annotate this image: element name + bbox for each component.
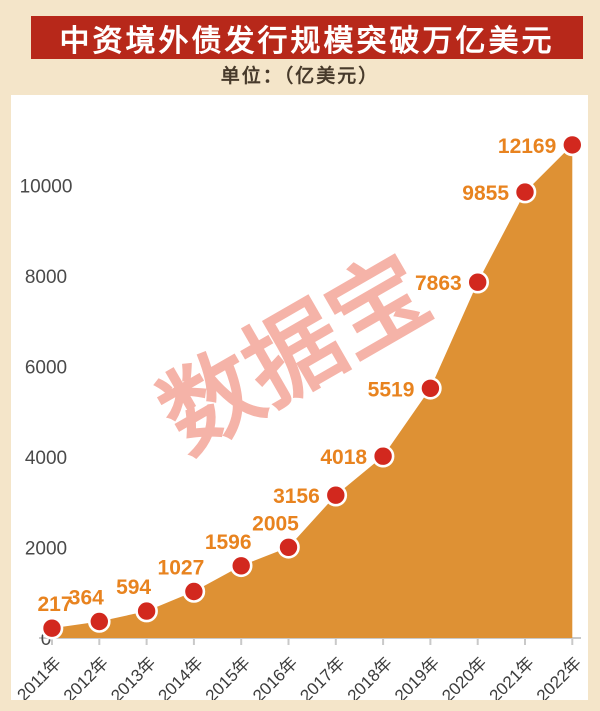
data-point <box>466 270 490 294</box>
y-axis-label: 0 <box>41 629 52 650</box>
unit-label: 单位：（亿美元） <box>220 66 380 87</box>
data-point-value-label: 12169 <box>498 135 556 158</box>
x-axis-label: 2018年 <box>344 653 396 700</box>
x-axis-label: 2012年 <box>60 653 112 700</box>
x-axis-label: 2016年 <box>249 653 301 700</box>
data-point-value-label: 3156 <box>273 485 320 508</box>
data-point-value-label: 9855 <box>462 182 509 205</box>
data-point <box>560 133 584 157</box>
data-point <box>182 580 206 603</box>
y-axis-label: 8000 <box>25 267 67 288</box>
area-fill <box>52 144 573 638</box>
page-title: 中资境外债发行规模突破万亿美元 <box>59 24 555 58</box>
x-axis-label: 2013年 <box>107 653 159 700</box>
data-point-value-label: 594 <box>116 576 151 599</box>
data-point-value-label: 1027 <box>158 557 205 580</box>
x-axis-label: 2019年 <box>391 653 443 700</box>
x-axis-label: 2017年 <box>296 653 348 700</box>
x-axis-label: 2015年 <box>202 653 254 700</box>
data-point-value-label: 2005 <box>252 512 299 535</box>
y-axis-label: 10000 <box>20 177 73 198</box>
x-axis-label: 2022年 <box>533 653 585 700</box>
x-axis-label: 2014年 <box>155 653 207 700</box>
title-banner: 中资境外债发行规模突破万亿美元 <box>31 16 583 59</box>
data-point <box>277 535 300 559</box>
data-point <box>371 444 395 468</box>
y-axis-label: 6000 <box>25 358 67 379</box>
data-point <box>324 483 348 507</box>
data-point <box>88 610 111 633</box>
data-point-value-label: 7863 <box>415 272 462 295</box>
data-point <box>40 616 64 640</box>
data-point <box>419 376 442 400</box>
x-axis-label: 2021年 <box>486 653 538 700</box>
data-point <box>135 599 158 623</box>
chart-plot-area: 数据宝 0 2000 4000 6000 8000 10000 2011年 2012年 2013… <box>11 95 588 700</box>
data-point-value-label: 4018 <box>320 446 367 469</box>
data-point-value-label: 5519 <box>368 378 415 401</box>
x-axis-label: 2020年 <box>438 653 490 700</box>
data-point <box>229 554 253 578</box>
data-point <box>513 180 537 204</box>
data-point-value-label: 364 <box>69 587 104 610</box>
data-point-value-label: 1596 <box>205 531 252 554</box>
area-chart-svg: 02000400060008000100002011年2012年2013年201… <box>14 133 585 700</box>
data-point-value-label: 217 <box>37 593 72 616</box>
y-axis-label: 2000 <box>25 539 67 560</box>
y-axis-label: 4000 <box>25 448 67 469</box>
x-axis-label: 2011年 <box>14 653 65 700</box>
